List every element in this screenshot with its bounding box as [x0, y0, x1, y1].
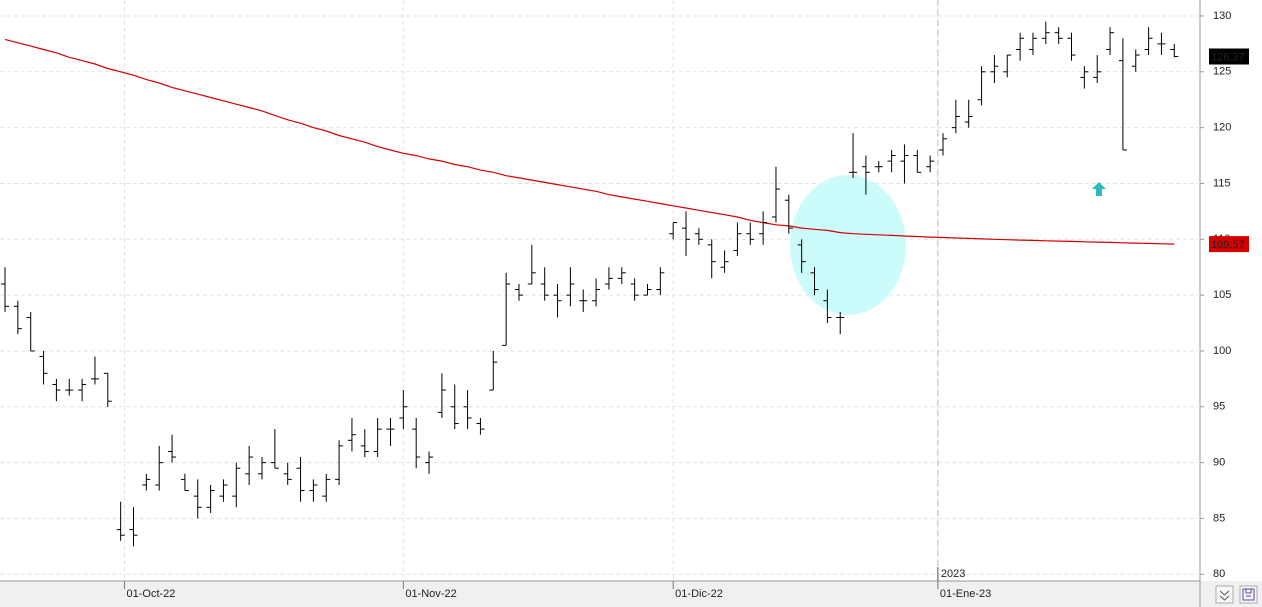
y-tick-label: 80 [1213, 568, 1225, 580]
last-value-label: 109,57 [1211, 239, 1245, 251]
y-tick-label: 105 [1213, 289, 1231, 301]
y-tick-label: 130 [1213, 10, 1231, 22]
y-tick-label: 115 [1213, 177, 1231, 189]
x-tick-label: 01-Nov-22 [405, 588, 456, 600]
x-tick-label: 01-Dic-22 [675, 588, 723, 600]
x-tick-label: 01-Oct-22 [127, 588, 176, 600]
y-tick-label: 120 [1213, 122, 1231, 134]
toolbar [1215, 585, 1258, 604]
y-axis-band [1200, 0, 1262, 581]
zoom-icon [1219, 590, 1230, 601]
x-axis-band [0, 581, 1262, 607]
last-value-box [1209, 236, 1249, 253]
year-label: 2023 [941, 568, 965, 580]
up-arrow [1092, 182, 1106, 196]
moving-average-line [4, 38, 1175, 245]
save-button[interactable] [1239, 585, 1258, 604]
last-value-box [1209, 48, 1249, 65]
highlight-ellipse [790, 175, 906, 315]
y-tick-label: 95 [1213, 401, 1225, 413]
y-tick-label: 125 [1213, 66, 1231, 78]
y-tick-label: 85 [1213, 512, 1225, 524]
y-tick-label: 90 [1213, 457, 1225, 469]
last-value-label: 126,37 [1211, 51, 1245, 63]
y-tick-label: 100 [1213, 345, 1231, 357]
x-tick-label: 01-Ene-23 [940, 588, 991, 600]
save-icon [1242, 588, 1255, 601]
